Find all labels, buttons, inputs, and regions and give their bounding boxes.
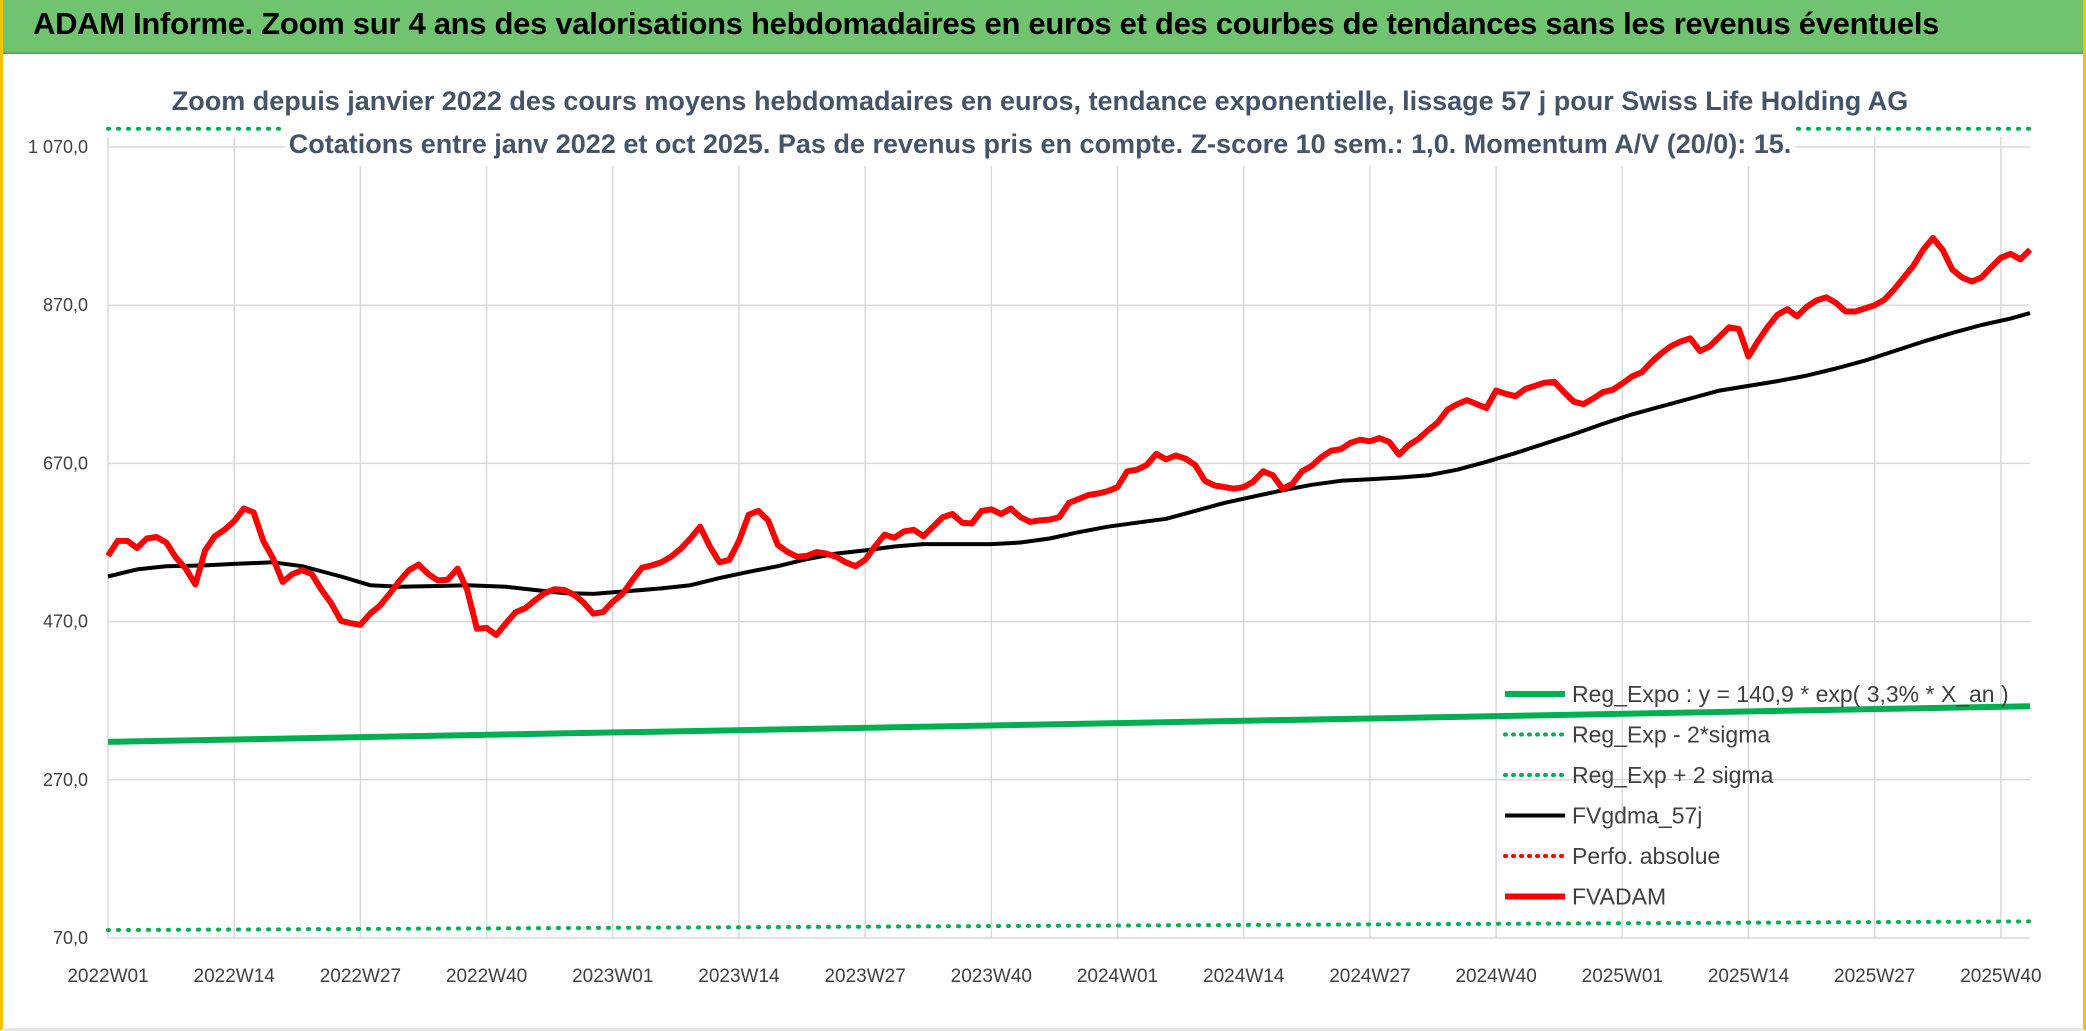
series-layer: [105, 126, 2033, 933]
legend-label-reg_upper: Reg_Exp + 2 sigma: [1572, 762, 1774, 788]
x-tick-label: 2024W01: [1077, 966, 1158, 987]
y-tick-label: 870,0: [43, 295, 88, 315]
y-tick-label: 270,0: [43, 770, 88, 790]
x-tick-label: 2024W27: [1329, 966, 1410, 987]
x-tick-label: 2025W40: [1960, 966, 2041, 987]
legend-label-reg_expo: Reg_Expo : y = 140,9 * exp( 3,3% * X_an …: [1572, 681, 2009, 707]
chart-title-background: [285, 80, 1795, 166]
x-tick-label: 2025W01: [1582, 966, 1663, 987]
x-tick-label: 2023W40: [951, 966, 1032, 987]
x-tick-label: 2023W14: [698, 966, 780, 987]
x-tick-label: 2024W14: [1203, 966, 1285, 987]
x-tick-label: 2025W27: [1834, 966, 1915, 987]
horizontal-gridlines: [108, 146, 2030, 939]
x-tick-label: 2022W27: [320, 966, 401, 987]
x-axis-tick-labels: 2022W01 2022W14 2022W27 2022W40 2023W01 2023W…: [67, 966, 2041, 987]
legend-label-reg_lower: Reg_Exp - 2*sigma: [1572, 722, 1770, 748]
x-tick-label: 2022W01: [67, 966, 148, 987]
report-banner: ADAM Informe. Zoom sur 4 ans des valoris…: [3, 0, 2083, 54]
legend-label-fvgdma: FVgdma_57j: [1572, 803, 1702, 829]
y-tick-label: 1 070,0: [28, 137, 88, 157]
series-line-fvgdma-57j: [107, 311, 2031, 596]
report-title: ADAM Informe. Zoom sur 4 ans des valoris…: [33, 6, 1940, 41]
chart-title-line-1: Zoom depuis janvier 2022 des cours moyen…: [172, 86, 1909, 116]
y-tick-label: 70,0: [53, 928, 88, 948]
legend-label-perfo: Perfo. absolue: [1572, 843, 1720, 869]
x-tick-label: 2023W27: [824, 966, 905, 987]
x-tick-label: 2022W14: [194, 966, 276, 987]
series-line-fvadam: [105, 235, 2033, 638]
x-tick-label: 2023W01: [572, 966, 653, 987]
x-tick-label: 2025W14: [1708, 966, 1790, 987]
y-axis-tick-labels: 70,0 270,0 470,0 670,0 870,0 1 070,0: [28, 137, 88, 948]
series-line-reg-exp-lower: [106, 919, 2032, 933]
x-tick-label: 2022W40: [446, 966, 527, 987]
chart-title-line-2: Cotations entre janv 2022 et oct 2025. P…: [289, 129, 1792, 159]
vertical-gridlines: [107, 137, 2002, 938]
y-tick-label: 470,0: [43, 612, 88, 632]
legend: Reg_Expo : y = 140,9 * exp( 3,3% * X_an …: [1503, 681, 2009, 910]
series-line-reg-expo: [107, 703, 2031, 745]
legend-label-fvadam: FVADAM: [1572, 884, 1666, 910]
y-tick-label: 670,0: [43, 453, 88, 473]
x-tick-label: 2024W40: [1455, 966, 1536, 987]
